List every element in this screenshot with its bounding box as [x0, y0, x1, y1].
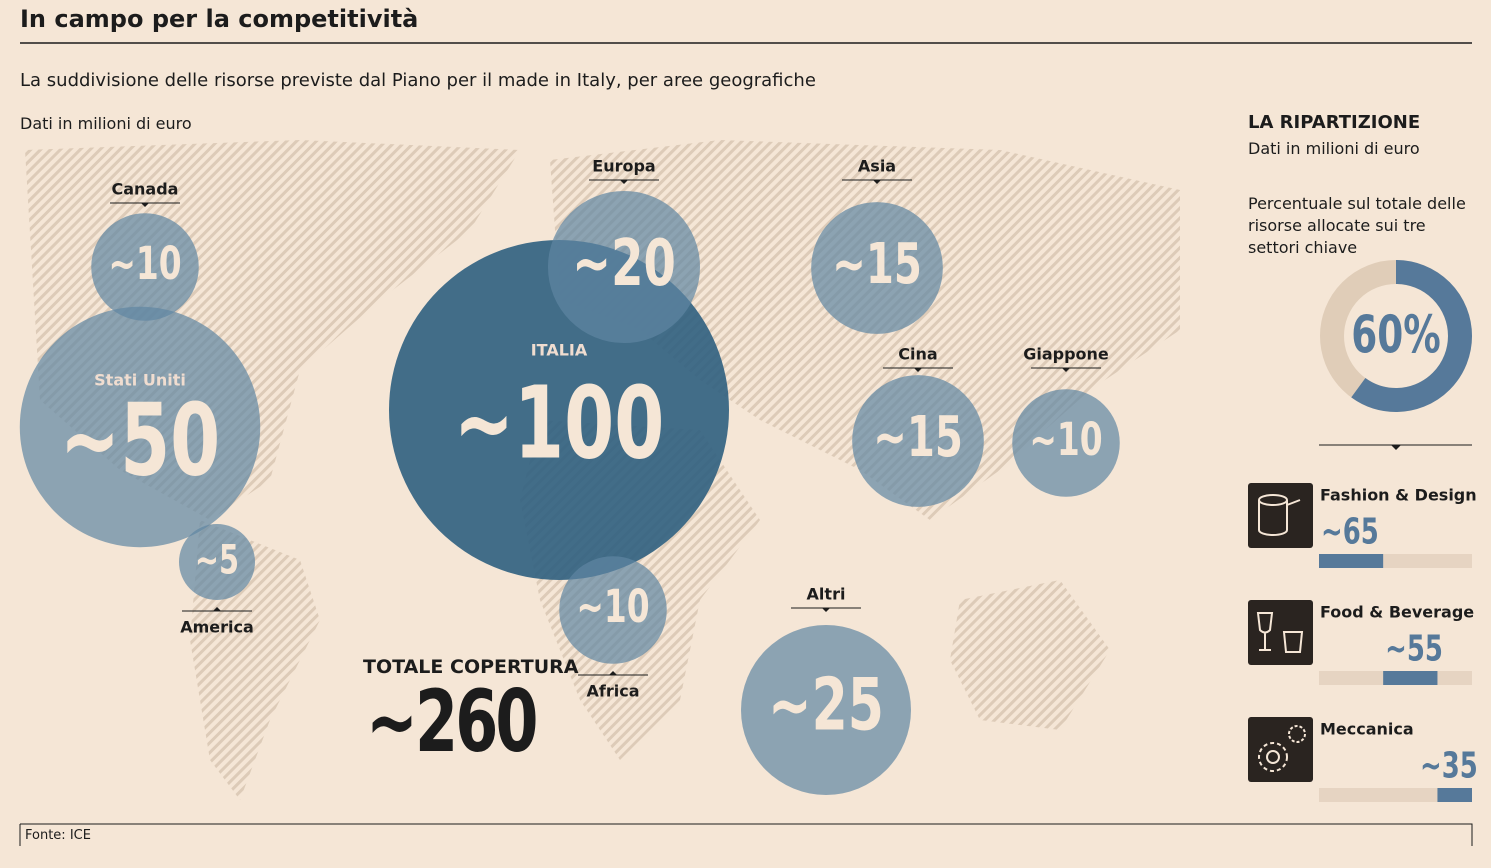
bubble — [852, 375, 984, 507]
mechanics-icon — [1248, 717, 1313, 782]
sector-name: Fashion & Design — [1320, 486, 1477, 505]
region-label: Stati Uniti — [94, 371, 186, 390]
bubble-value: ~15 — [832, 232, 922, 296]
region-label: Africa — [587, 682, 640, 701]
breakdown-title: LA RIPARTIZIONE — [1248, 112, 1421, 133]
total-title: TOTALE COPERTURA — [363, 656, 579, 678]
bubble-value: ~100 — [454, 364, 665, 481]
region-label: Altri — [807, 585, 846, 604]
bubble — [547, 190, 701, 344]
food-icon — [1248, 600, 1313, 665]
bubble — [19, 306, 261, 548]
bubble — [741, 625, 911, 795]
label-arrow — [620, 180, 628, 184]
sector-bar — [1383, 671, 1438, 685]
label-arrow — [1062, 368, 1070, 372]
bubble — [811, 202, 943, 334]
region-label: Cina — [898, 345, 937, 364]
bubble — [559, 556, 667, 664]
label-arrow — [141, 203, 149, 207]
unit-note: Dati in milioni di euro — [20, 114, 192, 133]
bubble-value: ~50 — [60, 381, 221, 498]
footer-frame — [19, 823, 1473, 846]
label-arrow — [822, 608, 830, 612]
region-label: America — [180, 618, 254, 637]
total-value: ~260 — [366, 672, 538, 772]
region-label: ITALIA — [531, 341, 588, 360]
source: Fonte: ICE — [25, 828, 91, 843]
subtitle: La suddivisione delle risorse previste d… — [20, 70, 816, 91]
sector-name: Meccanica — [1320, 720, 1414, 739]
title: In campo per la competitività — [20, 5, 419, 33]
icons — [1248, 483, 1313, 782]
sector-value: ~55 — [1385, 628, 1443, 669]
bubble-value: ~10 — [108, 238, 181, 291]
label-arrow — [213, 607, 221, 611]
donut-label: 60% — [1351, 304, 1441, 365]
sector-value: ~35 — [1420, 745, 1478, 786]
region-label: Canada — [112, 180, 179, 199]
label-arrow — [873, 180, 881, 184]
bubble-value: ~10 — [1029, 414, 1102, 467]
bubble-value: ~15 — [873, 405, 963, 469]
rule-arrow — [1391, 445, 1401, 450]
donut-arc — [1320, 260, 1472, 412]
breakdown-unit: Dati in milioni di euro — [1248, 139, 1420, 158]
region-label: Europa — [592, 157, 655, 176]
bubble-value: ~25 — [768, 663, 884, 747]
label-arrow — [914, 368, 922, 372]
fashion-icon — [1248, 483, 1313, 548]
bubble-value: ~20 — [572, 226, 676, 301]
breakdown-description: Percentuale sul totale delle risorse all… — [1248, 194, 1466, 257]
sector-bar — [1437, 788, 1472, 802]
bubble — [1012, 389, 1120, 497]
bar-track — [1319, 788, 1472, 802]
bubble — [91, 213, 199, 321]
bubble — [178, 523, 256, 601]
bubble-value: ~10 — [576, 581, 649, 634]
label-arrow — [609, 671, 617, 675]
sector-value: ~65 — [1321, 511, 1379, 552]
region-label: Giappone — [1023, 345, 1109, 364]
sector-name: Food & Beverage — [1320, 603, 1474, 622]
sector-bar — [1319, 554, 1384, 568]
region-label: Asia — [858, 157, 896, 176]
bubble-value: ~5 — [195, 538, 239, 584]
